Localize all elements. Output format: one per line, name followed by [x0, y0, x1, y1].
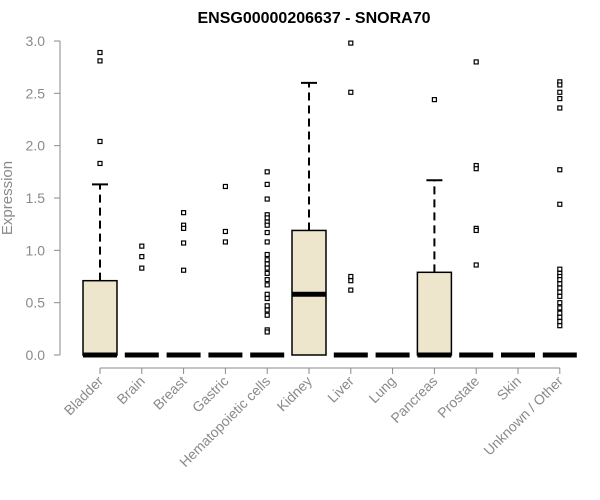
outlier-point — [139, 254, 145, 260]
outlier-point — [264, 312, 270, 318]
outlier-point — [557, 95, 563, 102]
outlier-point — [264, 251, 270, 258]
x-tick-label: Unknown / Other — [480, 373, 566, 459]
box-liver — [333, 40, 368, 358]
outlier-point — [264, 270, 270, 276]
outlier-point — [557, 310, 563, 316]
y-tick-label: 1.0 — [26, 242, 46, 258]
box-pancreas — [416, 97, 453, 358]
outlier-point — [264, 257, 270, 263]
outlier-point — [97, 138, 103, 145]
y-tick-label: 2.5 — [26, 85, 46, 101]
box-unknown-other — [542, 79, 577, 358]
outlier-point — [348, 89, 354, 95]
outlier-point — [557, 323, 563, 329]
box-prostate — [459, 59, 494, 358]
chart-title: ENSG00000206637 - SNORA70 — [197, 10, 430, 27]
outlier-point — [473, 59, 479, 65]
outlier-point — [222, 183, 228, 190]
outlier-point — [264, 277, 270, 283]
outlier-point — [97, 58, 103, 64]
outlier-point — [264, 291, 270, 297]
outlier-point — [348, 273, 354, 280]
outlier-point — [557, 105, 563, 111]
outlier-point — [264, 181, 270, 187]
y-axis-label: Expression — [0, 161, 16, 235]
outlier-point — [557, 314, 563, 320]
outlier-point — [557, 201, 563, 207]
outlier-point — [264, 196, 270, 202]
x-tick-label: Brain — [113, 373, 147, 407]
x-tick-label: Liver — [324, 373, 357, 406]
outlier-point — [348, 40, 354, 46]
outlier-point — [181, 267, 187, 273]
outlier-point — [264, 239, 270, 245]
outlier-point — [557, 167, 563, 173]
outlier-point — [557, 281, 563, 287]
y-tick-label: 0.5 — [26, 295, 46, 311]
outlier-point — [557, 293, 563, 299]
box-hematopoietic-cells — [250, 169, 285, 358]
outlier-point — [181, 240, 187, 246]
outlier-point — [557, 266, 563, 272]
outlier-point — [264, 303, 270, 309]
x-tick-label: Skin — [494, 373, 525, 404]
outlier-point — [473, 166, 479, 172]
box-brain — [124, 243, 159, 358]
outlier-point — [264, 229, 270, 236]
outlier-point — [473, 262, 479, 268]
outlier-point — [264, 169, 270, 175]
outlier-point — [264, 282, 270, 288]
outlier-point — [557, 305, 563, 311]
box-plots — [82, 40, 577, 358]
outlier-point — [222, 228, 228, 235]
outlier-point — [264, 265, 270, 271]
outlier-point — [348, 278, 354, 284]
outlier-point — [431, 97, 437, 103]
box-iqr — [82, 279, 118, 356]
outlier-point — [264, 307, 270, 313]
box-kidney — [291, 81, 327, 356]
outlier-point — [222, 239, 228, 245]
outlier-point — [181, 210, 187, 216]
outlier-point — [557, 285, 563, 291]
outlier-point — [264, 295, 270, 302]
x-tick-label: Lung — [365, 373, 398, 406]
box-bladder — [82, 49, 118, 358]
y-axis: 0.0 0.5 1.0 1.5 2.0 2.5 3.0 — [26, 33, 61, 363]
outlier-point — [97, 49, 103, 56]
outlier-point — [264, 215, 270, 221]
outlier-point — [348, 287, 354, 293]
x-tick-label: Prostate — [434, 373, 482, 421]
x-tick-label: Kidney — [274, 373, 316, 415]
outlier-point — [557, 318, 563, 325]
y-tick-label: 2.0 — [26, 138, 46, 154]
outlier-point — [97, 160, 103, 167]
outlier-point — [264, 261, 270, 267]
box-breast — [166, 210, 201, 358]
box-gastric — [208, 183, 243, 358]
outlier-point — [557, 89, 563, 95]
outlier-point — [139, 265, 145, 271]
y-tick-label: 3.0 — [26, 33, 46, 49]
outlier-point — [557, 82, 563, 88]
outlier-point — [139, 243, 145, 249]
outlier-point — [557, 289, 563, 295]
outlier-point — [181, 225, 187, 231]
box-iqr — [416, 271, 453, 356]
outlier-point — [557, 277, 563, 283]
outlier-point — [557, 300, 563, 306]
y-tick-label: 0.0 — [26, 347, 46, 363]
outlier-point — [264, 222, 270, 228]
outlier-point — [264, 329, 270, 335]
y-tick-label: 1.5 — [26, 190, 46, 206]
x-tick-label: Bladder — [61, 373, 107, 419]
outlier-point — [473, 227, 479, 234]
x-tick-label: Breast — [150, 373, 190, 413]
